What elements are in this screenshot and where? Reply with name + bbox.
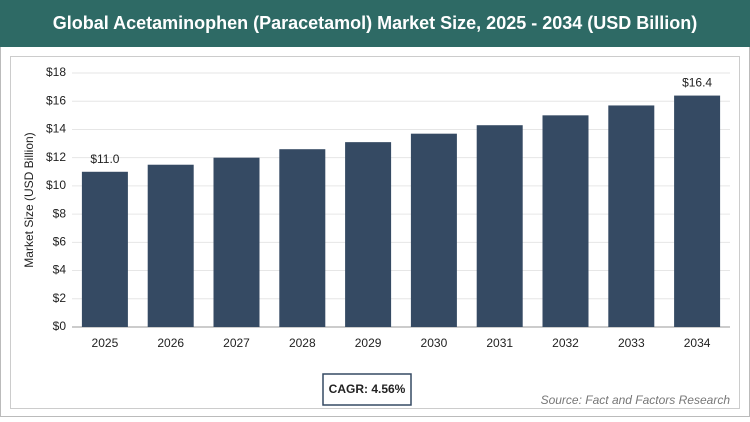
y-tick-label: $0 — [53, 319, 67, 333]
x-tick-label: 2028 — [289, 336, 316, 350]
bar — [213, 157, 260, 327]
x-tick-label: 2029 — [355, 336, 382, 350]
bar — [410, 133, 457, 327]
x-tick-label: 2031 — [486, 336, 513, 350]
chart-title: Global Acetaminophen (Paracetamol) Marke… — [53, 13, 698, 33]
header — [0, 0, 750, 47]
y-tick-label: $4 — [53, 263, 67, 277]
x-tick-label: 2025 — [92, 336, 119, 350]
x-tick-label: 2033 — [618, 336, 645, 350]
bar — [476, 125, 523, 327]
y-tick-label: $16 — [46, 93, 66, 107]
y-tick-label: $10 — [46, 178, 66, 192]
y-tick-label: $2 — [53, 291, 67, 305]
y-tick-label: $6 — [53, 235, 67, 249]
bar — [81, 171, 128, 327]
y-tick-label: $18 — [46, 65, 66, 79]
y-tick-label: $14 — [46, 122, 66, 136]
y-tick-label: $8 — [53, 206, 67, 220]
y-tick-label: $12 — [46, 150, 66, 164]
y-axis-label: Market Size (USD Billion) — [22, 132, 36, 267]
x-tick-label: 2026 — [157, 336, 184, 350]
bar — [608, 105, 655, 327]
data-label: $16.4 — [682, 76, 712, 90]
data-label: $11.0 — [90, 152, 119, 166]
bar — [542, 115, 589, 327]
cagr-box — [322, 373, 412, 406]
cagr: CAGR: 4.56% — [329, 382, 406, 396]
x-tick-label: 2034 — [684, 336, 711, 350]
bar — [147, 164, 194, 327]
x-tick-label: 2030 — [421, 336, 448, 350]
chart-box — [10, 56, 740, 409]
x-tick-label: 2032 — [552, 336, 579, 350]
bar — [345, 142, 392, 327]
bar — [279, 149, 326, 327]
source: Source: Fact and Factors Research — [541, 393, 731, 407]
bar — [674, 95, 721, 327]
x-tick-label: 2027 — [223, 336, 250, 350]
